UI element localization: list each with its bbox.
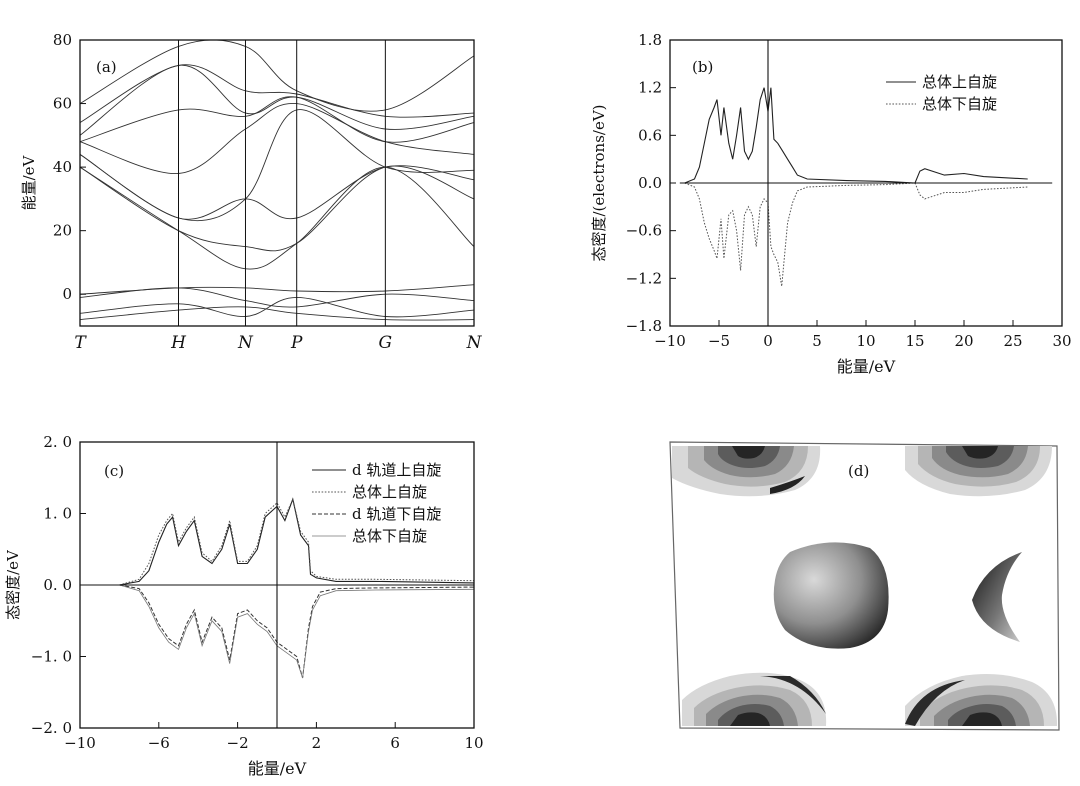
x-tick-label-1: −5 — [708, 332, 730, 350]
band-y-tick-label-0: 0 — [62, 285, 72, 303]
panel-label-b: (b) — [692, 58, 713, 76]
dos-legend: 总体上自旋 总体下自旋 — [886, 73, 997, 113]
legend-label-d-up: d 轨道上自旋 — [352, 461, 441, 479]
kpoint-label-2: H — [170, 333, 187, 353]
charge-density-panel: (d) — [669, 441, 1060, 731]
band-line-5 — [79, 166, 475, 270]
band-y-tick-label-20: 20 — [53, 222, 72, 240]
band-plot-frame — [79, 39, 475, 327]
dos-lines — [684, 87, 1028, 287]
contour-bottom-right — [905, 674, 1058, 726]
band-line-1 — [79, 296, 475, 318]
y-tick-label-3: 0.0 — [638, 174, 662, 192]
panel-label-a: (a) — [96, 58, 117, 76]
x-tick-label-4: 10 — [856, 332, 875, 350]
x-tick-label-8: 30 — [1052, 332, 1071, 350]
isosurface-crescent — [972, 552, 1022, 642]
legend-label-d-down: d 轨道下自旋 — [352, 505, 441, 523]
band-y-tick-label-80: 80 — [53, 31, 72, 49]
panel-label-d: (d) — [848, 462, 869, 480]
x-tick-label-6: 20 — [954, 332, 973, 350]
y-tick-label-2: 0. 0 — [43, 576, 72, 594]
band-line-11 — [79, 64, 475, 136]
pdos-y-axis-label: 态密度/eV — [4, 549, 22, 620]
dos-series-2 — [119, 497, 475, 586]
panel-label-c: (c) — [104, 462, 124, 480]
band-line-4 — [79, 306, 475, 321]
y-tick-label-5: 1.2 — [638, 79, 662, 97]
dos-series-2 — [684, 182, 1028, 287]
band-y-tick-label-60: 60 — [53, 95, 72, 113]
dos-y-ticks: −1.8 −1.2 −0.6 0.0 0.6 1.2 1.8 — [626, 31, 676, 335]
dos-y-axis-label: 态密度/(electrons/eV) — [590, 104, 608, 261]
pdos-y-ticks: −2. 0 −1. 0 0. 0 1. 0 2. 0 — [31, 433, 86, 737]
y-tick-label-4: 2. 0 — [43, 433, 72, 451]
x-tick-label-2: −2 — [227, 734, 249, 752]
band-line-2 — [79, 287, 475, 308]
band-y-axis-label: 能量/eV — [20, 154, 38, 210]
kpoint-label-6: N — [466, 333, 483, 353]
band-line-10 — [79, 96, 475, 143]
isosurface-sphere — [773, 542, 889, 649]
y-tick-label-2: −0.6 — [626, 222, 662, 240]
y-tick-label-6: 1.8 — [638, 31, 662, 49]
contour-top-right — [905, 446, 1052, 497]
total-dos-panel: −1.8 −1.2 −0.6 0.0 0.6 1.2 1.8 −10 −5 0 5 10 15 20 25… — [590, 31, 1072, 376]
dos-series-3 — [119, 584, 475, 679]
y-tick-label-1: −1.2 — [626, 269, 662, 287]
y-tick-label-0: −2. 0 — [31, 719, 72, 737]
pdos-legend: d 轨道上自旋 总体上自旋 d 轨道下自旋 总体下自旋 — [312, 461, 441, 545]
band-line-3 — [79, 284, 475, 295]
y-tick-label-3: 1. 0 — [43, 505, 72, 523]
y-tick-label-1: −1. 0 — [31, 648, 72, 666]
dos-x-axis-label: 能量/eV — [837, 357, 896, 376]
x-tick-label-0: −10 — [654, 332, 686, 350]
dos-x-ticks: −10 −5 0 5 10 15 20 25 30 — [654, 320, 1072, 350]
legend-label-total-down: 总体下自旋 — [922, 95, 997, 113]
band-lines — [79, 39, 475, 321]
legend-label-total-up: 总体上自旋 — [922, 73, 997, 91]
x-tick-label-0: −10 — [64, 734, 96, 752]
band-line-12 — [79, 64, 475, 123]
pdos-x-ticks: −10 −6 −2 2 6 10 — [64, 722, 484, 752]
x-tick-label-1: −6 — [148, 734, 170, 752]
band-line-13 — [79, 39, 475, 112]
band-structure-panel: 0 20 40 60 80 T H N P G N (a) 能量/eV — [20, 31, 483, 353]
kpoint-label-5: G — [379, 333, 393, 353]
x-tick-label-3: 5 — [812, 332, 822, 350]
kpoint-label-4: P — [290, 333, 303, 353]
kpoint-label-1: T — [74, 333, 87, 353]
band-line-6 — [79, 165, 475, 252]
y-tick-label-0: −1.8 — [626, 317, 662, 335]
contour-bottom-left — [682, 672, 827, 726]
x-tick-label-2: 0 — [763, 332, 773, 350]
x-tick-label-5: 10 — [464, 734, 483, 752]
d-orbital-dos-panel: −2. 0 −1. 0 0. 0 1. 0 2. 0 −10 −6 −2 2 6 10 (c) 能… — [4, 433, 484, 778]
band-y-ticks: 0 20 40 60 80 — [53, 31, 86, 303]
band-line-7 — [79, 154, 475, 220]
band-y-tick-label-40: 40 — [53, 158, 72, 176]
legend-label-total-up-c: 总体上自旋 — [352, 483, 427, 501]
x-tick-label-4: 6 — [390, 734, 400, 752]
kpoint-vertical-lines — [178, 40, 386, 326]
pdos-lines — [119, 497, 475, 679]
contour-top-left — [672, 446, 821, 497]
y-tick-label-4: 0.6 — [638, 126, 662, 144]
x-tick-label-5: 15 — [905, 332, 924, 350]
band-line-9 — [79, 103, 475, 174]
dos-series-4 — [119, 584, 475, 679]
kpoint-label-3: N — [237, 333, 254, 353]
pdos-x-axis-label: 能量/eV — [248, 759, 307, 778]
x-tick-label-3: 2 — [312, 734, 322, 752]
band-line-8 — [79, 109, 475, 222]
legend-label-total-down-c: 总体下自旋 — [352, 527, 427, 545]
x-tick-label-7: 25 — [1003, 332, 1022, 350]
